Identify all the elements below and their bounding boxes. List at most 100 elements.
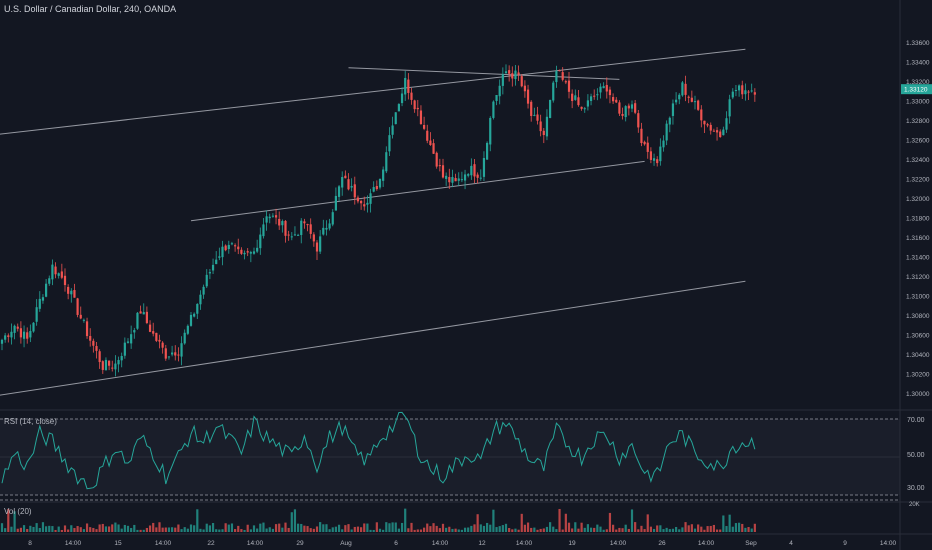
volume-bar-185 [583,527,586,532]
price-tick-label-8: 1.32000 [906,196,930,203]
last-price-tag: 1.33120 [901,84,932,95]
time-tick-label-2: 15 [114,540,122,547]
candle-body-15 [48,278,51,284]
candle-body-22 [70,290,73,295]
candle-body-80 [252,251,256,254]
candle-body-171 [539,121,542,132]
price-axis: 1.33600 1.33400 1.33200 1.33000 1.32800 1.326… [906,40,930,398]
candle-body-133 [419,110,423,124]
rsi-axis-70: 70.00 [907,417,925,424]
volume-bar-128 [404,508,407,532]
time-tick-label-14: 26 [658,540,666,547]
candle-body-1 [4,335,7,340]
volume-bar-34 [108,526,111,532]
candle-body-146 [460,179,463,181]
candle-body-57 [180,343,183,357]
candle-body-49 [155,332,158,341]
volume-bar-37 [117,524,120,532]
candle-body-27 [85,321,89,337]
candle-body-145 [457,178,460,181]
candle-body-200 [630,104,634,109]
volume-bar-6 [19,527,22,532]
candle-body-90 [284,220,287,236]
candle-body-13 [41,297,45,301]
volume-bar-23 [73,528,76,532]
candle-body-68 [215,259,218,265]
candle-body-31 [98,351,101,363]
volume-bar-5 [16,528,19,532]
time-tick-label-17: 4 [789,540,793,547]
volume-bar-110 [347,524,350,532]
volume-bar-78 [246,524,249,532]
volume-bar-9 [29,525,32,532]
volume-bar-69 [218,529,221,532]
volume-bar-136 [429,526,432,532]
candle-body-83 [262,224,265,237]
volume-bar-67 [211,523,215,532]
candle-body-19 [60,271,63,278]
volume-bar-167 [526,522,530,532]
volume-bar-100 [315,526,319,532]
volume-bar-16 [51,526,54,532]
candle-body-26 [82,319,85,321]
candle-body-76 [240,249,243,254]
time-axis: 8 14:00 15 14:00 22 14:00 29 Aug 6 14:00 12 14:00 19… [28,540,896,547]
candle-body-56 [177,354,180,356]
volume-bar-237 [747,527,750,532]
volume-bar-60 [189,524,193,532]
volume-bar-160 [504,523,508,532]
candle-body-134 [423,124,426,129]
volume-bar-209 [659,525,662,532]
candle-body-70 [221,246,224,258]
price-pane[interactable]: 1.33600 1.33400 1.33200 1.33000 1.32800 1.326… [0,40,932,398]
candle-body-77 [243,252,246,255]
candle-body-152 [479,177,482,179]
candle-body-89 [281,221,284,226]
rsi-axis-50: 50.00 [907,452,925,459]
candle-body-44 [139,311,142,314]
candle-body-41 [130,334,133,344]
candle-body-177 [558,70,561,72]
volume-bar-77 [243,529,246,532]
volume-bar-81 [256,528,259,532]
volume-bar-184 [580,522,583,532]
candle-body-99 [312,234,315,242]
volume-bar-147 [463,527,467,532]
volume-bar-3 [10,526,13,532]
volume-bar-130 [410,522,413,532]
candle-body-216 [681,82,684,96]
time-tick-label-7: Aug [340,540,352,547]
time-tick-label-19: 14:00 [880,540,897,547]
volume-bar-24 [76,526,79,532]
candle-body-14 [45,283,48,297]
volume-bar-70 [221,529,224,532]
candle-body-172 [542,130,545,136]
candle-body-178 [561,72,564,80]
time-tick-label-13: 14:00 [610,540,627,547]
candle-body-101 [319,236,322,252]
candle-body-179 [564,81,567,83]
candle-body-33 [104,359,108,371]
candle-body-233 [734,90,738,92]
candle-body-43 [136,312,139,329]
candle-body-78 [246,251,249,253]
volume-bar-55 [174,527,177,532]
volume-bar-91 [287,527,290,532]
volume-bar-36 [114,522,117,532]
candle-body-228 [719,131,722,137]
volume-bar-119 [375,522,378,532]
volume-bar-212 [668,529,671,532]
rsi-pane[interactable]: 70.00 50.00 30.00 [0,411,925,496]
candle-body-37 [117,360,120,365]
volume-bar-150 [473,524,476,532]
volume-pane[interactable]: 20K [0,499,920,532]
volume-bar-11 [35,523,38,532]
volume-bar-51 [161,527,164,532]
candle-body-46 [145,311,148,324]
candle-body-143 [451,177,454,183]
volume-bar-62 [196,509,199,532]
candle-body-114 [360,200,363,204]
volume-bar-183 [577,528,580,532]
volume-bar-83 [262,522,265,532]
